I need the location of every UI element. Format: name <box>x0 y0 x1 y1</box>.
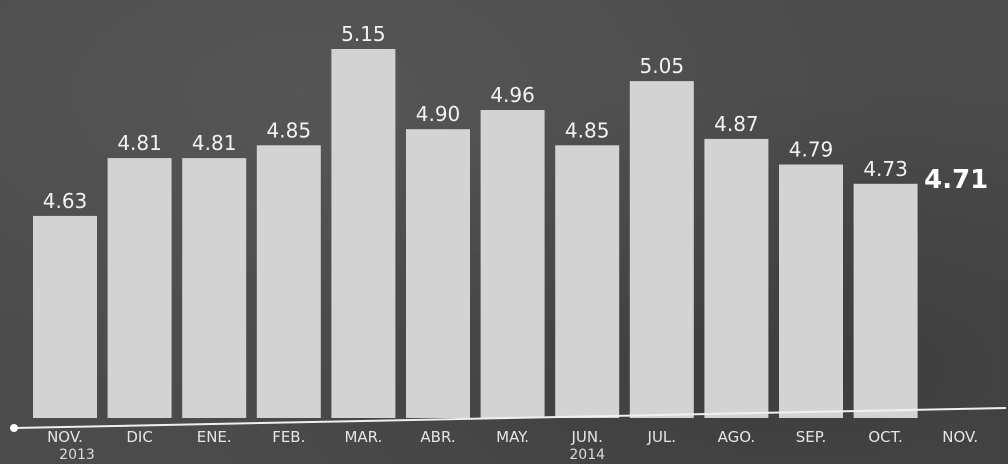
value-label-6: 4.96 <box>490 83 535 107</box>
value-label-11: 4.73 <box>863 157 908 181</box>
bar-0 <box>33 215 97 418</box>
bar-3 <box>256 145 321 419</box>
x-tick-label-9: AGO. <box>718 428 756 446</box>
x-tick-label-5: ABR. <box>420 428 455 446</box>
bar-9 <box>704 138 769 418</box>
bars-layer <box>33 49 918 419</box>
year-label-0: 2013 <box>59 447 95 463</box>
x-tick-label-6: MAY. <box>496 428 529 446</box>
x-tick-label-8: JUL. <box>647 428 677 446</box>
bar-4 <box>331 49 396 418</box>
value-label-5: 4.90 <box>416 102 461 126</box>
x-axis-baseline <box>13 407 1007 429</box>
value-label-10: 4.79 <box>789 138 834 162</box>
value-label-0: 4.63 <box>43 189 88 213</box>
bar-2 <box>182 158 247 418</box>
value-label-12: 4.71 <box>924 165 988 195</box>
year-labels-layer: 2013 2014 <box>59 447 605 463</box>
x-axis-origin-dot <box>10 424 18 432</box>
value-label-9: 4.87 <box>714 112 759 136</box>
x-tick-label-0: NOV. <box>47 428 83 446</box>
x-tick-label-12: NOV. <box>942 428 978 446</box>
value-label-1: 4.81 <box>117 131 162 155</box>
x-tick-labels-layer: NOV. DIC ENE. FEB. MAR. ABR. MAY. JUN. JUL. AGO. S… <box>47 428 978 446</box>
bar-1 <box>107 158 172 418</box>
x-tick-label-2: ENE. <box>197 428 232 446</box>
x-tick-label-1: DIC <box>126 428 152 446</box>
bar-7 <box>555 145 620 419</box>
bar-6 <box>480 110 545 418</box>
x-tick-label-7: JUN. <box>570 428 602 446</box>
x-tick-label-11: OCT. <box>868 428 902 446</box>
value-label-2: 4.81 <box>192 131 237 155</box>
value-label-8: 5.05 <box>640 54 685 78</box>
x-tick-label-10: SEP. <box>796 428 826 446</box>
x-tick-label-4: MAR. <box>344 428 382 446</box>
value-label-3: 4.85 <box>267 118 312 142</box>
bar-5 <box>406 129 470 418</box>
value-label-4: 5.15 <box>341 22 386 46</box>
year-label-1: 2014 <box>569 447 605 463</box>
value-label-7: 4.85 <box>565 118 610 142</box>
bar-11 <box>853 183 918 418</box>
value-labels-layer: 4.63 4.81 4.81 4.85 5.15 4.90 4.96 4.85 5.05 4.87… <box>43 22 989 213</box>
x-tick-label-3: FEB. <box>272 428 305 446</box>
bar-10 <box>779 164 843 418</box>
bar-8 <box>629 81 694 418</box>
